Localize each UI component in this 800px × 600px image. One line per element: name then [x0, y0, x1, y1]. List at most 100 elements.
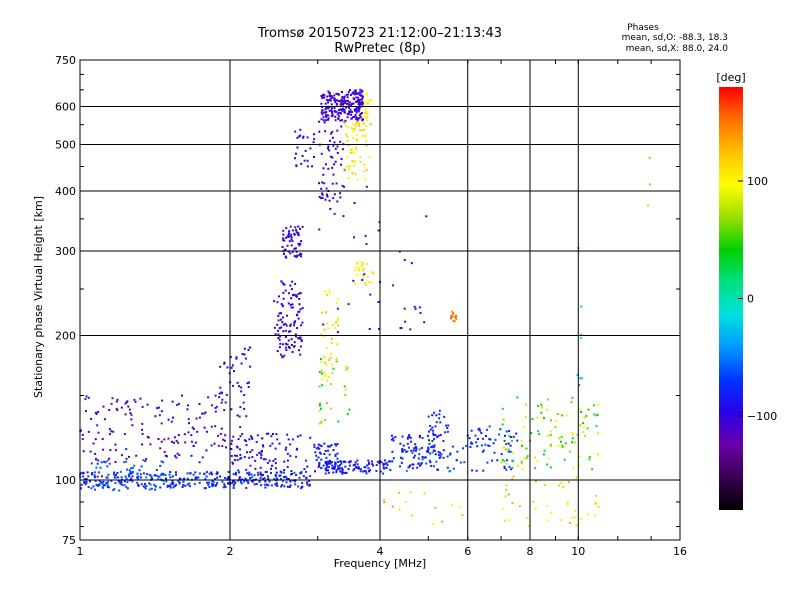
scatter-point	[108, 409, 111, 411]
scatter-point	[94, 480, 97, 483]
scatter-point	[145, 485, 148, 487]
scatter-point	[336, 331, 339, 334]
scatter-point	[376, 460, 379, 463]
scatter-point	[226, 366, 229, 369]
scatter-point	[432, 434, 435, 436]
scatter-point	[534, 467, 537, 470]
scatter-point	[364, 111, 366, 114]
scatter-point	[282, 330, 285, 333]
scatter-point	[291, 472, 293, 475]
scatter-point	[186, 408, 189, 411]
scatter-point	[439, 455, 442, 458]
scatter-point	[317, 446, 320, 449]
scatter-point	[341, 184, 344, 187]
scatter-point	[360, 101, 363, 104]
scatter-point	[284, 329, 287, 332]
scatter-point	[142, 472, 145, 475]
scatter-point	[245, 444, 248, 447]
scatter-point	[324, 102, 327, 105]
scatter-point	[130, 413, 133, 416]
scatter-point	[382, 464, 385, 467]
scatter-point	[289, 324, 292, 327]
scatter-point	[349, 89, 351, 91]
scatter-point	[250, 479, 253, 482]
scatter-point	[322, 167, 325, 170]
scatter-point	[351, 111, 353, 114]
scatter-point	[169, 484, 172, 487]
scatter-point	[353, 468, 356, 470]
scatter-point	[295, 231, 298, 234]
scatter-point	[85, 481, 88, 484]
scatter-point	[525, 403, 527, 406]
scatter-point	[297, 225, 300, 228]
scatter-point	[576, 433, 579, 436]
scatter-point	[247, 386, 250, 388]
scatter-point	[241, 478, 244, 481]
scatter-point	[334, 463, 337, 466]
scatter-point	[179, 477, 182, 480]
scatter-point	[362, 134, 364, 137]
scatter-point	[546, 408, 549, 411]
scatter-point	[449, 469, 452, 472]
scatter-point	[570, 401, 573, 404]
scatter-point	[250, 436, 253, 439]
scatter-point	[236, 454, 238, 457]
scatter-point	[223, 362, 226, 365]
scatter-point	[290, 297, 293, 300]
scatter-point	[330, 337, 333, 340]
scatter-point	[87, 430, 90, 433]
scatter-point	[289, 484, 292, 487]
scatter-point	[305, 459, 308, 462]
scatter-point	[413, 305, 416, 308]
scatter-point	[263, 483, 266, 486]
scatter-point	[511, 451, 514, 454]
scatter-point	[317, 443, 320, 446]
scatter-point	[216, 476, 219, 479]
scatter-point	[85, 395, 88, 398]
scatter-point	[184, 484, 187, 487]
scatter-point	[296, 136, 299, 139]
scatter-point	[274, 462, 277, 465]
scatter-point	[546, 463, 549, 466]
scatter-point	[355, 121, 358, 123]
scatter-point	[176, 452, 179, 455]
scatter-point	[96, 462, 99, 465]
scatter-point	[92, 485, 95, 488]
scatter-point	[114, 443, 117, 446]
scatter-point	[211, 480, 214, 483]
scatter-point	[244, 357, 247, 360]
scatter-point	[281, 484, 284, 486]
scatter-point	[400, 461, 403, 464]
scatter-point	[431, 440, 434, 442]
scatter-point	[238, 415, 241, 418]
scatter-point	[367, 463, 370, 466]
scatter-point	[347, 126, 349, 129]
scatter-point	[161, 399, 164, 402]
scatter-point	[475, 469, 478, 472]
scatter-point	[594, 502, 597, 505]
scatter-point	[348, 461, 351, 464]
scatter-point	[357, 106, 360, 109]
scatter-point	[327, 117, 330, 120]
scatter-point	[523, 458, 526, 461]
scatter-point	[154, 415, 157, 418]
scatter-point	[300, 487, 303, 490]
scatter-point	[140, 483, 143, 486]
scatter-point	[319, 402, 322, 405]
scatter-point	[362, 274, 365, 277]
scatter-point	[90, 473, 93, 476]
scatter-point	[258, 451, 261, 454]
scatter-point	[356, 178, 359, 181]
scatter-point	[579, 424, 582, 427]
scatter-point	[295, 314, 298, 317]
scatter-point	[222, 486, 225, 489]
scatter-point	[417, 462, 420, 465]
scatter-point	[594, 514, 596, 517]
scatter-point	[256, 453, 259, 456]
scatter-point	[115, 407, 118, 410]
scatter-point	[80, 483, 83, 486]
scatter-point	[283, 248, 286, 251]
scatter-point	[491, 459, 494, 462]
scatter-point	[379, 470, 382, 473]
scatter-point	[265, 483, 268, 486]
